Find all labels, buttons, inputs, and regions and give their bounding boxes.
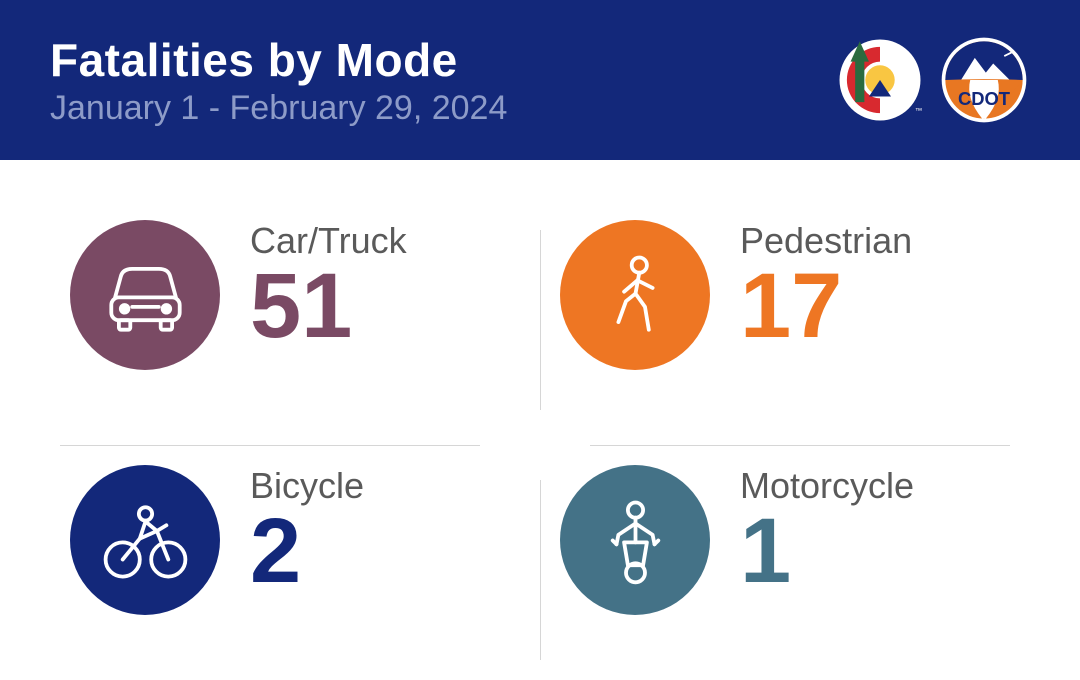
- colorado-logo-icon: ™: [834, 34, 926, 126]
- stats-grid: Car/Truck 51 Pedestrian 17: [0, 160, 1080, 680]
- header-text: Fatalities by Mode January 1 - February …: [50, 33, 507, 128]
- motorcycle-icon: [560, 465, 710, 615]
- stat-text: Car/Truck 51: [250, 220, 407, 352]
- stat-bicycle: Bicycle 2: [50, 425, 540, 640]
- svg-text:CDOT: CDOT: [958, 88, 1011, 109]
- logo-group: ™ CDOT: [834, 34, 1030, 126]
- divider: [60, 445, 480, 446]
- bicycle-icon: [70, 465, 220, 615]
- page-subtitle: January 1 - February 29, 2024: [50, 89, 507, 128]
- stat-value: 1: [740, 505, 914, 597]
- divider: [540, 230, 541, 410]
- divider: [590, 445, 1010, 446]
- page-title: Fatalities by Mode: [50, 33, 507, 87]
- stat-motorcycle: Motorcycle 1: [540, 425, 1030, 640]
- stat-text: Motorcycle 1: [740, 465, 914, 597]
- car-icon: [70, 220, 220, 370]
- stat-car-truck: Car/Truck 51: [50, 210, 540, 425]
- stat-pedestrian: Pedestrian 17: [540, 210, 1030, 425]
- stat-value: 2: [250, 505, 364, 597]
- stat-text: Bicycle 2: [250, 465, 364, 597]
- pedestrian-icon: [560, 220, 710, 370]
- stat-value: 51: [250, 260, 407, 352]
- divider: [540, 480, 541, 660]
- cdot-logo-icon: CDOT: [938, 34, 1030, 126]
- stat-text: Pedestrian 17: [740, 220, 912, 352]
- header: Fatalities by Mode January 1 - February …: [0, 0, 1080, 160]
- svg-text:™: ™: [915, 106, 922, 115]
- stat-value: 17: [740, 260, 912, 352]
